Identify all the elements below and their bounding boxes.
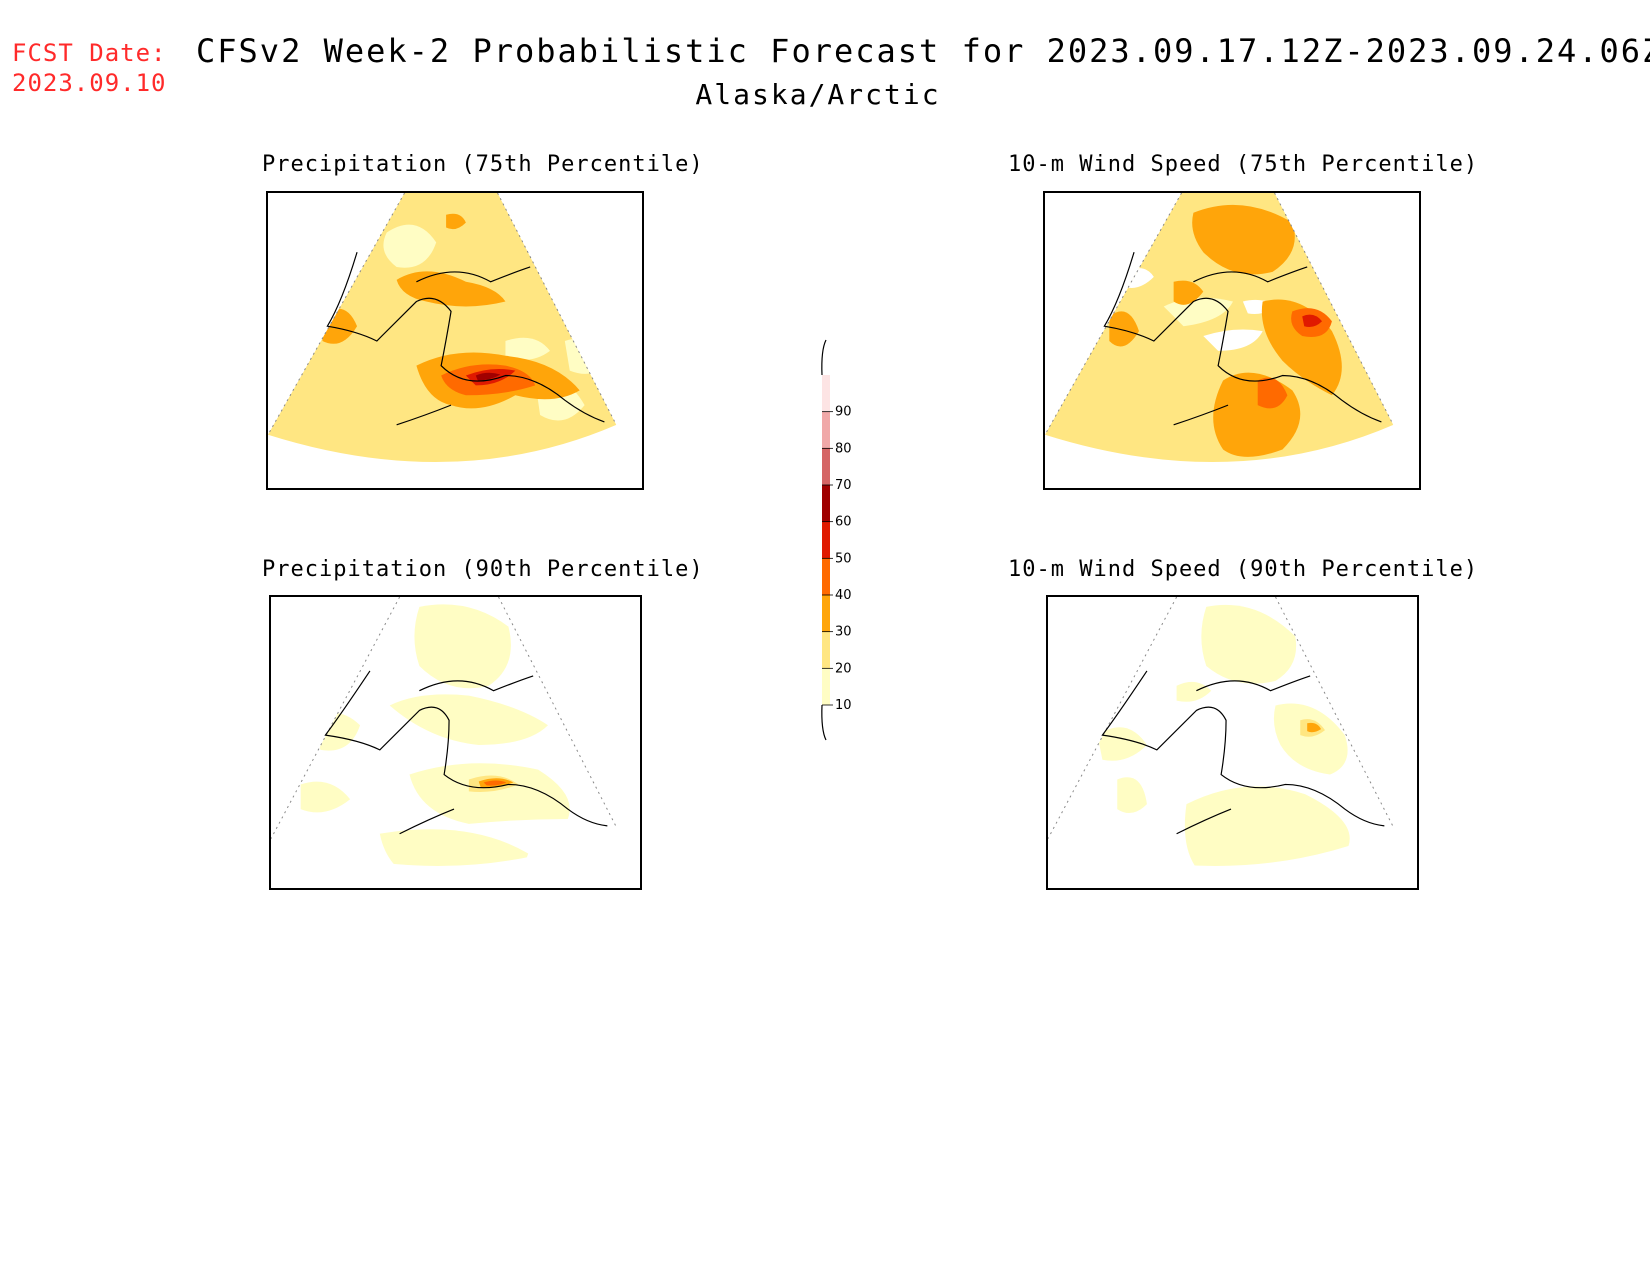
colorbar-label: 70	[835, 478, 852, 493]
panel-title-wind-75: 10-m Wind Speed (75th Percentile)	[1008, 152, 1479, 177]
colorbar-labels: 10 20 30 40 50 60 70 80 90	[822, 405, 852, 713]
colorbar-label: 50	[835, 551, 852, 566]
map-wind-90	[1046, 595, 1419, 890]
map-precip-90	[269, 595, 642, 890]
colorbar: 10 20 30 40 50 60 70 80 90	[820, 335, 900, 745]
colorbar-swatch	[822, 595, 830, 632]
colorbar-swatch	[822, 558, 830, 595]
colorbar-swatch	[822, 411, 830, 449]
colorbar-label: 20	[835, 661, 852, 676]
colorbar-label: 90	[835, 405, 852, 420]
colorbar-bottom-arrow	[821, 704, 827, 741]
panel-title-precip-75: Precipitation (75th Percentile)	[262, 152, 704, 177]
colorbar-label: 10	[835, 698, 852, 713]
page-title: CFSv2 Week-2 Probabilistic Forecast for …	[196, 32, 1650, 70]
map-wind-75	[1043, 191, 1421, 490]
fcst-date-block: FCST Date: 2023.09.10	[12, 38, 167, 98]
fcst-date-value: 2023.09.10	[12, 69, 167, 97]
colorbar-top-arrow	[821, 339, 827, 376]
colorbar-swatch	[822, 631, 830, 669]
colorbar-label: 30	[835, 625, 852, 640]
map-precip-75	[266, 191, 644, 490]
colorbar-swatch	[822, 448, 830, 485]
colorbar-swatch	[822, 668, 830, 705]
panel-title-wind-90: 10-m Wind Speed (90th Percentile)	[1008, 557, 1479, 582]
colorbar-label: 40	[835, 588, 852, 603]
panel-title-precip-90: Precipitation (90th Percentile)	[262, 557, 704, 582]
colorbar-label: 80	[835, 441, 852, 456]
colorbar-swatch	[822, 485, 830, 522]
fcst-date-label: FCST Date:	[12, 39, 167, 67]
colorbar-label: 60	[835, 515, 852, 530]
page-subtitle: Alaska/Arctic	[695, 78, 941, 111]
colorbar-swatch	[822, 375, 830, 412]
colorbar-swatches	[822, 375, 830, 705]
colorbar-swatch	[822, 521, 830, 559]
colorbar-svg: 10 20 30 40 50 60 70 80 90	[821, 339, 852, 741]
